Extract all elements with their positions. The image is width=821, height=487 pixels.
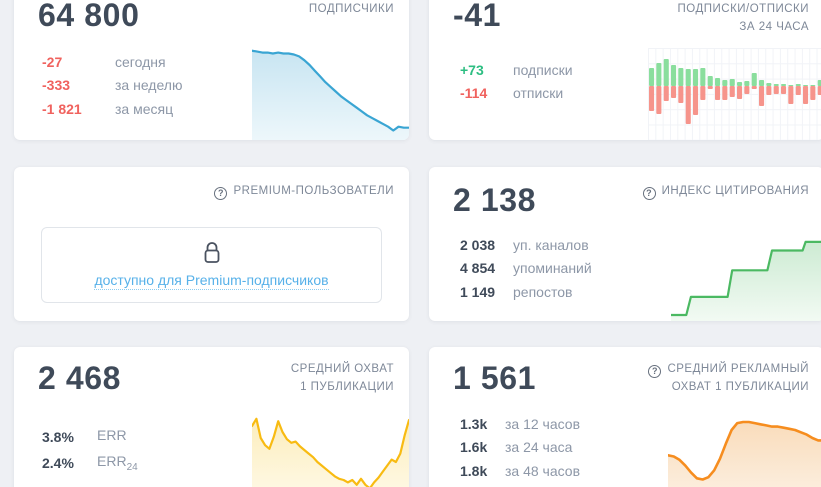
- stat-row: -27 сегодня: [42, 50, 182, 74]
- avg-reach-value: 2 468: [38, 360, 122, 396]
- avg-ad-reach-card-title: СРЕДНИЙ РЕКЛАМНЫЙ ОХВАТ 1 ПУБЛИКАЦИИ: [648, 360, 809, 396]
- avg-ad-reach-sparkline-chart: [668, 420, 821, 487]
- avg-ad-reach-stats: 1.3k за 12 часов 1.6k за 24 часа 1.8k за…: [460, 412, 580, 483]
- stat-value-24h: 1.6k: [460, 439, 488, 456]
- stat-label-err: ERR: [97, 427, 127, 444]
- stat-row: 4 854 упоминаний: [460, 257, 592, 281]
- stat-row: -1 821 за месяц: [42, 97, 182, 121]
- help-icon[interactable]: [214, 187, 228, 200]
- avg-ad-reach-value: 1 561: [453, 360, 537, 396]
- stat-row: 2 038 уп. каналов: [460, 233, 592, 257]
- stat-label-channels: уп. каналов: [513, 236, 589, 253]
- stat-label-subs: подписки: [513, 61, 573, 78]
- subs-unsubs-bar-chart-grid: [648, 48, 821, 140]
- premium-subscription-link[interactable]: доступно для Premium-подписчиков: [94, 272, 329, 290]
- subs-unsubs-bar-chart: [649, 59, 821, 124]
- stat-row: 1.6k за 24 часа: [460, 436, 580, 460]
- stat-label-err24: ERR24: [97, 453, 138, 473]
- stat-row: 3.8% ERR: [42, 424, 138, 450]
- help-icon[interactable]: [648, 365, 662, 378]
- stat-value-err: 3.8%: [42, 429, 74, 445]
- stat-row: -333 за неделю: [42, 74, 182, 98]
- stat-row: 2.4% ERR24: [42, 450, 138, 476]
- stat-value-today: -27: [42, 53, 63, 70]
- citation-index-card: 2 138 ИНДЕКС ЦИТИРОВАНИЯ 2 038 уп. канал…: [429, 167, 821, 321]
- subscribers-count: 64 800: [38, 0, 140, 33]
- avg-ad-reach-card: 1 561 СРЕДНИЙ РЕКЛАМНЫЙ ОХВАТ 1 ПУБЛИКАЦ…: [429, 347, 821, 487]
- stat-value-unsubs: -114: [460, 85, 488, 102]
- stat-value-mentions: 4 854: [460, 260, 496, 277]
- stat-value-subs: +73: [460, 61, 484, 78]
- avg-reach-card-title: СРЕДНИЙ ОХВАТ 1 ПУБЛИКАЦИИ: [290, 363, 394, 393]
- subs-unsubs-stats: +73 подписки -114 отписки: [460, 58, 573, 105]
- avg-reach-stats: 3.8% ERR 2.4% ERR24: [42, 424, 138, 476]
- stat-label-unsubs: отписки: [513, 85, 564, 102]
- premium-users-card: PREMIUM-ПОЛЬЗОВАТЕЛИ доступно для Premiu…: [14, 167, 409, 321]
- stat-label-today: сегодня: [115, 53, 166, 70]
- stat-label-48h: за 48 часов: [505, 462, 581, 479]
- premium-card-title: PREMIUM-ПОЛЬЗОВАТЕЛИ: [214, 182, 394, 200]
- stat-label-month: за месяц: [115, 100, 174, 117]
- stat-row: +73 подписки: [460, 58, 573, 82]
- stat-row: 1 149 репостов: [460, 280, 592, 304]
- subscribers-sparkline-chart: [252, 49, 409, 140]
- citation-step-chart: [671, 240, 821, 321]
- stat-row: -114 отписки: [460, 82, 573, 106]
- stat-label-24h: за 24 часа: [505, 439, 573, 456]
- subscribers-card-title: ПОДПИСЧИКИ: [308, 3, 394, 15]
- stat-label-week: за неделю: [115, 77, 183, 94]
- stat-value-48h: 1.8k: [460, 462, 488, 479]
- stat-value-err24: 2.4%: [42, 455, 74, 471]
- subs-unsubs-net-count: -41: [453, 0, 502, 33]
- subscribers-stats: -27 сегодня -333 за неделю -1 821 за мес…: [42, 50, 182, 121]
- stat-label-mentions: упоминаний: [513, 260, 592, 277]
- subscribers-card: 64 800 ПОДПИСЧИКИ -27 сегодня -333 за не…: [14, 0, 409, 140]
- stat-value-reposts: 1 149: [460, 283, 496, 300]
- avg-reach-sparkline-chart: [252, 417, 409, 487]
- lock-icon: [201, 240, 223, 265]
- stat-row: 1.8k за 48 часов: [460, 459, 580, 483]
- stat-value-channels: 2 038: [460, 236, 496, 253]
- stat-value-week: -333: [42, 77, 71, 94]
- stat-row: 1.3k за 12 часов: [460, 412, 580, 436]
- citation-stats: 2 038 уп. каналов 4 854 упоминаний 1 149…: [460, 233, 592, 304]
- citation-card-title: ИНДЕКС ЦИТИРОВАНИЯ: [642, 182, 809, 200]
- stat-label-reposts: репостов: [513, 283, 573, 300]
- stat-value-12h: 1.3k: [460, 415, 488, 432]
- avg-reach-card: 2 468 СРЕДНИЙ ОХВАТ 1 ПУБЛИКАЦИИ 3.8% ER…: [14, 347, 409, 487]
- help-icon[interactable]: [642, 187, 656, 200]
- stat-value-month: -1 821: [42, 100, 82, 117]
- subs-unsubs-card: -41 ПОДПИСКИ/ОТПИСКИ ЗА 24 ЧАСА +73 подп…: [429, 0, 821, 140]
- stat-label-12h: за 12 часов: [505, 415, 581, 432]
- citation-index-value: 2 138: [453, 182, 537, 218]
- subs-unsubs-card-title: ПОДПИСКИ/ОТПИСКИ ЗА 24 ЧАСА: [677, 3, 809, 33]
- premium-locked-panel: доступно для Premium-подписчиков: [41, 227, 382, 303]
